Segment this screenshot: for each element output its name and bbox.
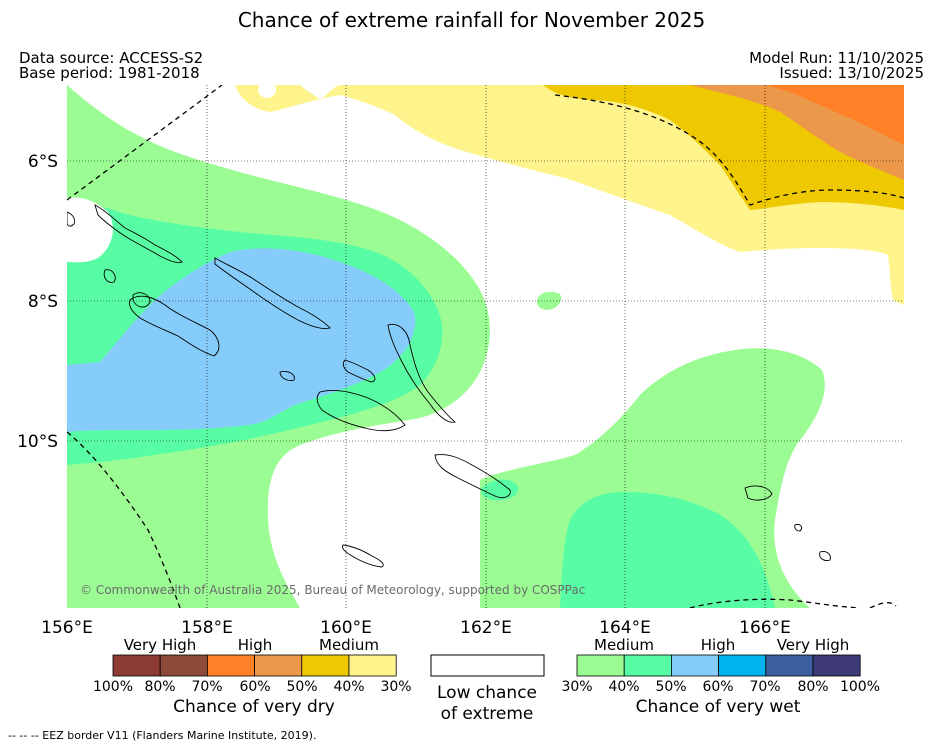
legend-dry-tick: 60% <box>239 679 270 695</box>
legend-dry-tick: 100% <box>93 679 133 695</box>
coast-guadalcanal <box>316 389 406 432</box>
legend-dry-swatches <box>112 654 397 677</box>
meta-left: Data source: ACCESS-S2 Base period: 1981… <box>19 51 203 81</box>
legend-wet-tick: 70% <box>749 679 780 695</box>
legend-low: Low chance of extreme <box>430 654 545 724</box>
data-source: Data source: ACCESS-S2 <box>19 49 204 67</box>
legend-wet-swatches <box>576 654 861 677</box>
coast-santa-cruz <box>744 485 773 501</box>
coast-choiseul <box>214 257 331 329</box>
map-area: © Commonwealth of Australia 2025, Bureau… <box>67 85 904 608</box>
eez-footnote: -- -- -- EEZ border V11 (Flanders Marine… <box>8 729 317 742</box>
issued-date: Issued: 13/10/2025 <box>779 64 924 82</box>
coast-tikopia <box>819 551 831 561</box>
legend-dry: Very High High Medium 100% 80% 70% 60% 5… <box>93 636 412 717</box>
lon-label-160: 160°E <box>320 618 372 638</box>
legend-dry-swatch <box>159 654 208 677</box>
base-period: Base period: 1981-2018 <box>19 64 200 82</box>
coast-west-edge <box>67 211 75 227</box>
legend-wet-tick: 80% <box>797 679 828 695</box>
coast-makira <box>434 454 511 499</box>
coast-rennell <box>342 544 384 568</box>
coast-shortland <box>103 269 116 283</box>
lon-label-156: 156°E <box>41 618 93 638</box>
lat-axis: 6°S 8°S 10°S <box>17 152 58 452</box>
legend-dry-swatch <box>254 654 303 677</box>
eez-southwest <box>67 431 181 608</box>
legend-wet: Medium High Very High 30% 40% 50% 60% 70… <box>561 636 880 717</box>
lon-label-162: 162°E <box>460 618 512 638</box>
legend-dry-tick: 30% <box>380 679 411 695</box>
region-low-patch-speck <box>258 85 276 98</box>
legend-wet-swatch <box>812 654 861 677</box>
region-low-patch-west <box>67 197 113 263</box>
legend-wet-swatch <box>576 654 625 677</box>
coast-ndai <box>279 371 295 381</box>
eez-northeast <box>554 94 904 206</box>
lat-label-10: 10°S <box>17 432 58 452</box>
legend-dry-tick: 50% <box>286 679 317 695</box>
coast-malaita <box>387 323 456 423</box>
legend-dry-tick: 80% <box>144 679 175 695</box>
legend-dry-swatch <box>301 654 350 677</box>
legend-dry-header-medium: Medium <box>319 636 379 654</box>
legend-dry-header-high: High <box>238 636 272 654</box>
meta-right: Model Run: 11/10/2025 Issued: 13/10/2025 <box>749 51 924 81</box>
coast-santa-isabel <box>342 359 376 383</box>
legend-dry-tick: 70% <box>191 679 222 695</box>
region-wet-50 <box>67 248 416 432</box>
legend-low-line1: Low chance <box>437 683 537 703</box>
legend-dry-ticks: 100% 80% 70% 60% 50% 40% 30% <box>93 679 412 695</box>
legend-dry-header-very-high: Very High <box>124 636 197 654</box>
legend-wet-tick: 40% <box>608 679 639 695</box>
legend-wet-swatch <box>765 654 814 677</box>
copyright-note: © Commonwealth of Australia 2025, Bureau… <box>80 583 585 597</box>
legend-low-line2: of extreme <box>441 704 534 724</box>
map-title: Chance of extreme rainfall for November … <box>237 8 706 32</box>
coast-new-georgia <box>129 295 220 357</box>
eez-borders <box>67 85 904 608</box>
coast-vanikoro <box>794 524 803 532</box>
lon-axis: 156°E 158°E 160°E 162°E 164°E 166°E <box>41 618 791 638</box>
legend-dry-tick: 40% <box>333 679 364 695</box>
lat-label-6: 6°S <box>28 152 58 172</box>
lon-label-158: 158°E <box>181 618 233 638</box>
gridlines <box>67 85 904 608</box>
legend-wet-tick: 60% <box>702 679 733 695</box>
legend-wet-swatch <box>718 654 767 677</box>
eez-southeast <box>689 598 897 608</box>
legend-dry-swatch <box>112 654 161 677</box>
lon-label-166: 166°E <box>739 618 791 638</box>
legend-dry-caption: Chance of very dry <box>173 697 335 717</box>
legend-wet-ticks: 30% 40% 50% 60% 70% 80% 100% <box>561 679 880 695</box>
legend-wet-header-high: High <box>701 636 735 654</box>
legend-wet-caption: Chance of very wet <box>636 697 801 717</box>
legend-wet-swatch <box>623 654 672 677</box>
legend-wet-header-very-high: Very High <box>777 636 850 654</box>
legend-wet-swatch <box>671 654 720 677</box>
coast-vella <box>132 292 151 308</box>
region-dry-60 <box>765 85 904 145</box>
lat-label-8: 8°S <box>28 292 58 312</box>
coast-bougainville <box>94 204 183 263</box>
legend-dry-swatch <box>348 654 397 677</box>
legend-wet-header-medium: Medium <box>594 636 654 654</box>
legend-dry-swatch <box>206 654 255 677</box>
region-wet-40-east <box>560 492 775 608</box>
model-run: Model Run: 11/10/2025 <box>749 49 924 67</box>
region-wet-medium-speck <box>536 291 562 310</box>
legend-wet-tick: 100% <box>840 679 880 695</box>
legend-wet-tick: 50% <box>655 679 686 695</box>
legend-wet-tick: 30% <box>561 679 592 695</box>
legend-low-swatch <box>430 654 545 677</box>
lon-label-164: 164°E <box>599 618 651 638</box>
coastlines <box>67 204 831 568</box>
